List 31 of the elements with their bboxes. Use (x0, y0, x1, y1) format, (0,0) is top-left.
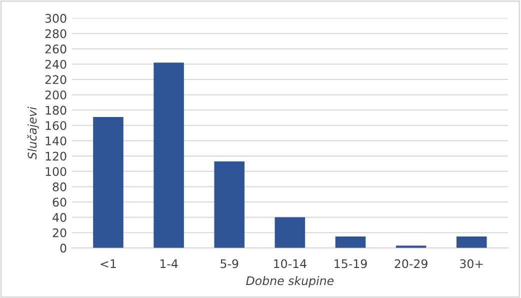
bar (274, 217, 306, 248)
x-tick-label: 1-4 (160, 259, 178, 268)
x-tick-label: 10-14 (274, 259, 306, 268)
y-tick-label: 120 (46, 152, 66, 161)
y-tick-label: 0 (60, 244, 66, 253)
bar (93, 116, 124, 248)
y-tick-label: 240 (45, 60, 66, 69)
y-tick-label: 80 (52, 182, 66, 192)
y-tick-label: 160 (46, 121, 66, 130)
x-tick-label: 30+ (460, 259, 483, 268)
x-tick-label: 15-19 (334, 259, 367, 268)
x-tick-label: <1 (100, 259, 116, 268)
x-axis-title: Dobne skupine (246, 276, 334, 288)
y-tick-label: 200 (45, 90, 66, 100)
y-tick-label: 140 (46, 136, 66, 146)
bar (214, 161, 245, 248)
x-tick-label: 5-9 (220, 259, 238, 268)
x-tick-label: 20-29 (394, 259, 428, 268)
y-tick-label: 20 (52, 228, 66, 238)
y-tick-label: 60 (52, 198, 66, 207)
bar (335, 236, 366, 248)
y-tick-label: 40 (52, 213, 66, 222)
y-tick-label: 180 (46, 106, 66, 115)
y-tick-label: 300 (45, 14, 66, 23)
y-tick-label: 280 (45, 29, 66, 38)
y-tick-label: 260 (45, 44, 66, 54)
bar (154, 62, 184, 248)
y-tick-label: 220 (45, 75, 66, 84)
y-axis-title: Slučajevi (27, 106, 39, 160)
y-tick-label: 100 (46, 167, 66, 176)
bar (456, 236, 487, 248)
